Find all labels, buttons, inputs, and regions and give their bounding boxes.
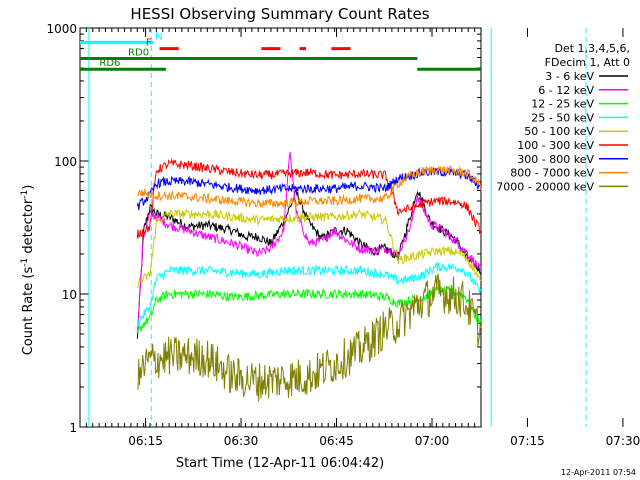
series-line-7: [136, 165, 482, 211]
legend-label-3: 12 - 25 keV: [531, 98, 594, 111]
x-tick-label: 06:15: [128, 434, 163, 448]
legend-header-line-1: Det 1,3,4,5,6,: [554, 42, 630, 55]
timestamp: 12-Apr-2011 07:54: [561, 468, 636, 477]
legend-label-1: 3 - 6 keV: [545, 70, 594, 83]
y-axis-label: Count Rate (s-1 detector-1): [20, 185, 36, 356]
x-tick-label: 06:30: [224, 434, 259, 448]
plot-frame: [79, 27, 482, 428]
y-tick-label: 1000: [46, 22, 77, 36]
y-axis-label-mid: detector: [21, 198, 36, 258]
x-tick-label: 06:45: [319, 434, 354, 448]
series-line-4: [136, 262, 482, 328]
y-axis-label-sup1: -1: [20, 258, 30, 267]
legend-header-line-2: FDecim 1, Att 0: [545, 56, 630, 69]
y-axis-label-sup2: -1: [20, 190, 30, 199]
legend-label-6: 100 - 300 keV: [517, 139, 594, 152]
legend-label-5: 50 - 100 keV: [524, 125, 594, 138]
x-tick-label: 07:15: [510, 434, 545, 448]
x-axis-label: Start Time (12-Apr-11 06:04:42): [176, 456, 384, 471]
legend-label-4: 25 - 50 keV: [531, 111, 594, 124]
y-tick-label: 1: [69, 421, 77, 435]
state-label-n: N: [155, 31, 162, 42]
chart-title: HESSI Observing Summary Count Rates: [130, 5, 429, 23]
legend-label-8: 800 - 7000 keV: [510, 167, 594, 180]
y-axis-label-end: ): [21, 185, 36, 190]
series-line-1: [136, 189, 481, 339]
state-label-rd0: RD0: [128, 47, 149, 58]
y-tick-label: 10: [62, 288, 77, 302]
y-axis-label-main: Count Rate (s: [21, 267, 36, 356]
series-line-2: [136, 152, 482, 332]
plot-area: 1 10 100 1000 06:15 06:30 06:45 07:00 07:15 07:30…: [46, 22, 640, 448]
series-line-5: [136, 208, 482, 289]
legend-label-7: 300 - 800 keV: [517, 153, 594, 166]
series-line-6: [136, 158, 482, 239]
state-label-rd6: RD6: [99, 58, 120, 69]
legend: Det 1,3,4,5,6, FDecim 1, Att 0 3 - 6 keV…: [496, 42, 630, 193]
legend-label-2: 6 - 12 keV: [538, 84, 594, 97]
y-tick-label: 100: [54, 155, 77, 169]
x-tick-label: 07:30: [606, 434, 640, 448]
state-label-f: F: [146, 38, 152, 49]
x-tick-label: 07:00: [415, 434, 450, 448]
series-line-8: [137, 165, 482, 209]
series-line-9: [137, 272, 482, 402]
legend-label-9: 7000 - 20000 keV: [496, 180, 594, 193]
